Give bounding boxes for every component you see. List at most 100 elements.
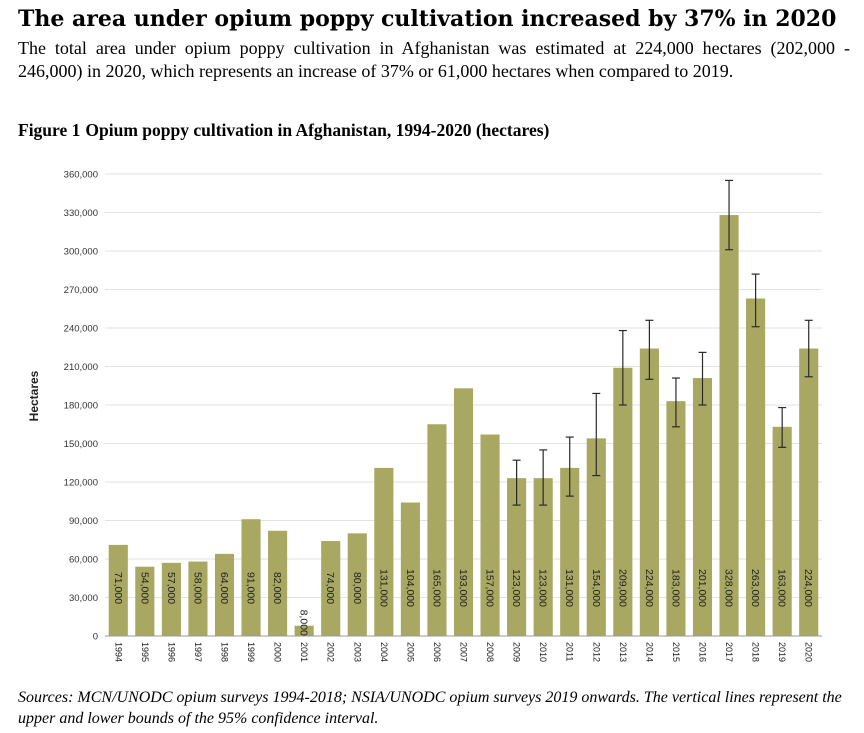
bar-value-label: 157,000: [484, 569, 496, 607]
x-tick-label: 2019: [777, 642, 787, 662]
x-tick-label: 1995: [140, 642, 150, 662]
y-tick-label: 180,000: [64, 401, 98, 412]
bar-2020: [799, 348, 819, 636]
bar-2000: [268, 530, 288, 636]
x-tick-label: 1997: [193, 642, 203, 662]
bar-2007: [453, 388, 474, 636]
x-tick-label: 2020: [804, 642, 814, 662]
bar-1995: [135, 566, 155, 636]
x-tick-label: 2011: [565, 642, 575, 661]
y-axis-title: Hectares: [27, 370, 41, 421]
intro-paragraph: The total area under opium poppy cultiva…: [18, 38, 850, 81]
bar-value-label: 201,000: [696, 569, 708, 607]
x-tick-label: 2014: [644, 642, 654, 662]
bar-value-label: 209,000: [616, 569, 628, 607]
bar-2009: [507, 478, 527, 636]
bar-labels: 71,000 54,000 57,000 58,000 64,000 91,000 82,0…: [112, 569, 814, 636]
bar-value-label: 154,000: [590, 569, 602, 607]
bar-value-label: 58,000: [191, 572, 203, 604]
x-tick-label: 2002: [326, 642, 336, 662]
y-tick-label: 0: [93, 632, 98, 643]
bar-2011: [560, 467, 580, 636]
bar-2019: [772, 426, 792, 636]
bar-2010: [533, 478, 553, 636]
x-tick-label: 2008: [485, 642, 495, 662]
y-tick-label: 150,000: [64, 439, 98, 450]
bar-2004: [374, 467, 394, 636]
bar-value-label: 165,000: [430, 569, 442, 607]
bar-value-label: 123,000: [537, 569, 549, 607]
bar-1994: [108, 544, 128, 636]
y-tick-label: 330,000: [64, 208, 98, 219]
x-tick-label: 2012: [591, 642, 601, 662]
bar-value-label: 224,000: [802, 569, 814, 607]
bar-2003: [347, 533, 367, 636]
bar-2006: [427, 424, 447, 636]
x-tick-label: 2015: [671, 642, 681, 662]
y-tick-label: 60,000: [69, 555, 98, 566]
y-tick-label: 90,000: [69, 516, 98, 527]
y-tick-label: 120,000: [64, 478, 98, 489]
figure-caption: Opium poppy cultivation in Afghanistan, …: [85, 120, 550, 140]
x-tick-label: 2010: [538, 642, 548, 662]
bar-value-label: 80,000: [351, 572, 363, 604]
x-tick-label: 1996: [166, 642, 176, 662]
bar-2008: [480, 434, 500, 636]
x-tick-label: 2013: [618, 642, 628, 662]
bar-2005: [400, 502, 420, 636]
bar-2014: [639, 348, 659, 636]
x-tick-label: 2016: [698, 642, 708, 662]
y-tick-label: 240,000: [64, 324, 98, 335]
error-bars: [512, 179, 813, 506]
headline: The area under opium poppy cultivation i…: [18, 6, 837, 32]
bar-1996: [161, 562, 181, 636]
bar-value-label: 57,000: [165, 572, 177, 604]
bars: [108, 215, 819, 637]
y-tick-label: 360,000: [64, 170, 98, 181]
x-tick-label: 2018: [751, 642, 761, 662]
y-tick-label: 270,000: [64, 285, 98, 296]
bar-value-label: 224,000: [643, 569, 655, 607]
opium-cultivation-bar-chart: 71,000 54,000 57,000 58,000 64,000 91,000 82,0…: [27, 170, 822, 662]
x-tick-label: 1999: [246, 642, 256, 662]
bar-value-label: 263,000: [749, 569, 761, 607]
bar-2016: [692, 378, 713, 636]
bar-value-label: 131,000: [563, 569, 575, 607]
bar-value-label: 183,000: [669, 569, 681, 607]
bar-value-label: 131,000: [377, 569, 389, 607]
bar-1997: [188, 561, 208, 636]
bar-2002: [321, 541, 341, 636]
x-tick-label: 1994: [113, 642, 123, 662]
x-tick-label: 2007: [459, 642, 469, 662]
y-tick-label: 210,000: [64, 362, 98, 373]
bar-2013: [613, 367, 633, 636]
bar-value-label: 328,000: [723, 569, 735, 607]
bar-2001: [294, 625, 314, 636]
x-tick-label: 2003: [352, 642, 362, 662]
bar-value-label: 163,000: [776, 569, 788, 607]
x-tick-label: 2017: [724, 642, 734, 662]
figure-number: Figure 1: [18, 120, 81, 140]
y-tick-label: 300,000: [64, 247, 98, 258]
x-tick-label: 2006: [432, 642, 442, 662]
bar-value-label: 82,000: [271, 572, 283, 604]
bar-2017: [719, 215, 739, 637]
bar-value-label: 104,000: [404, 569, 416, 607]
bar-2012: [586, 438, 606, 636]
bar-value-label: 54,000: [138, 572, 150, 604]
x-tick-label: 2000: [273, 642, 283, 662]
figure-title: Figure 1 Opium poppy cultivation in Afgha…: [18, 120, 554, 141]
x-tick-label: 2004: [379, 642, 389, 662]
x-tick-label: 2005: [405, 642, 415, 662]
bar-value-label: 64,000: [218, 572, 230, 604]
bar-value-label: 8,000: [298, 610, 310, 636]
bar-value-label: 193,000: [457, 569, 469, 607]
bar-2018: [746, 298, 766, 636]
axes: 0 30,000 60,000 90,000 120,000 150,000 180,000…: [64, 170, 822, 662]
bar-1999: [241, 519, 261, 636]
bar-value-label: 71,000: [112, 572, 124, 604]
x-tick-label: 2009: [512, 642, 522, 662]
bar-value-label: 91,000: [245, 572, 257, 604]
bar-value-label: 123,000: [510, 569, 522, 607]
x-tick-label: 2001: [299, 642, 309, 662]
